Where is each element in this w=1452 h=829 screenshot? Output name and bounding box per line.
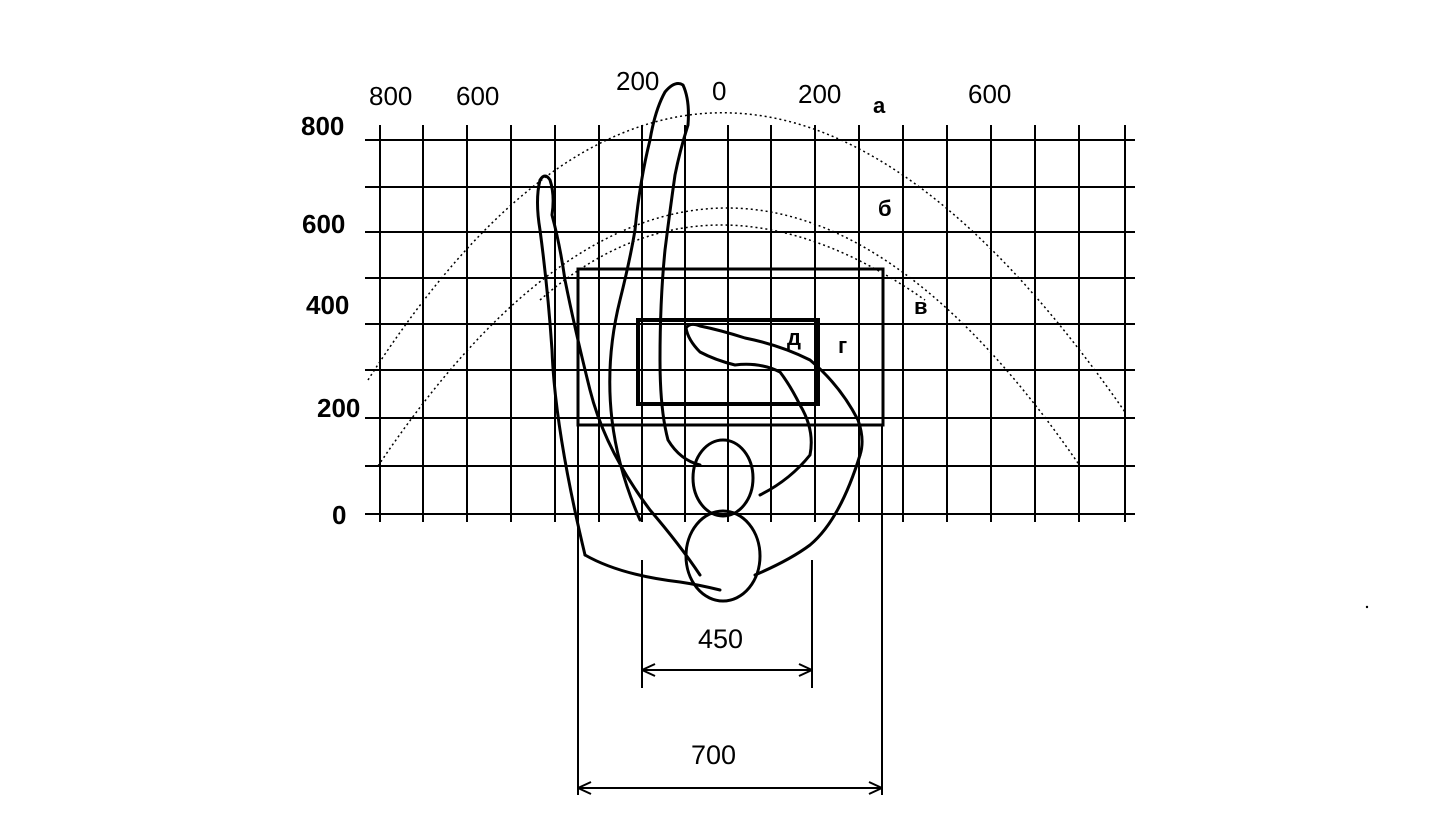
top-tick-label: 600	[456, 81, 499, 111]
dimension-values: 450 700	[691, 624, 743, 770]
top-tick-label: 200	[798, 79, 841, 109]
human-figure	[536, 82, 864, 603]
dimension-450-label: 450	[698, 624, 743, 654]
top-tick-label: 800	[369, 81, 412, 111]
top-tick-label: 600	[968, 79, 1011, 109]
stray-dot	[1365, 605, 1369, 609]
left-tick-label: 400	[306, 290, 349, 320]
top-tick-label: 200	[616, 66, 659, 96]
torso-shape	[684, 509, 762, 603]
zone-labels: а б в г д	[787, 93, 928, 358]
left-tick-label: 800	[301, 111, 344, 141]
left-scale: 800 600 400 200 0	[301, 111, 360, 530]
head-shape	[691, 438, 755, 518]
dimension-700-label: 700	[691, 740, 736, 770]
zone-label-d: д	[787, 325, 801, 350]
arc-zone-b	[377, 207, 1081, 467]
zone-g-rect	[576, 267, 885, 427]
left-tick-label: 600	[302, 209, 345, 239]
dimension-lines	[577, 425, 883, 795]
work-zones	[576, 267, 885, 427]
zone-d-rect	[636, 318, 820, 406]
zone-label-b: б	[878, 196, 892, 221]
reach-arcs	[367, 112, 1126, 467]
grid	[365, 125, 1135, 522]
arc-zone-a	[367, 112, 1126, 413]
zone-label-g: г	[838, 333, 847, 358]
top-scale: 800 600 200 0 200 600	[369, 66, 1011, 111]
left-tick-label: 0	[332, 500, 346, 530]
zone-label-a: а	[873, 93, 886, 118]
left-tick-label: 200	[317, 393, 360, 423]
top-tick-label: 0	[712, 76, 726, 106]
arc-zone-v	[539, 224, 926, 301]
zone-label-v: в	[914, 294, 928, 319]
